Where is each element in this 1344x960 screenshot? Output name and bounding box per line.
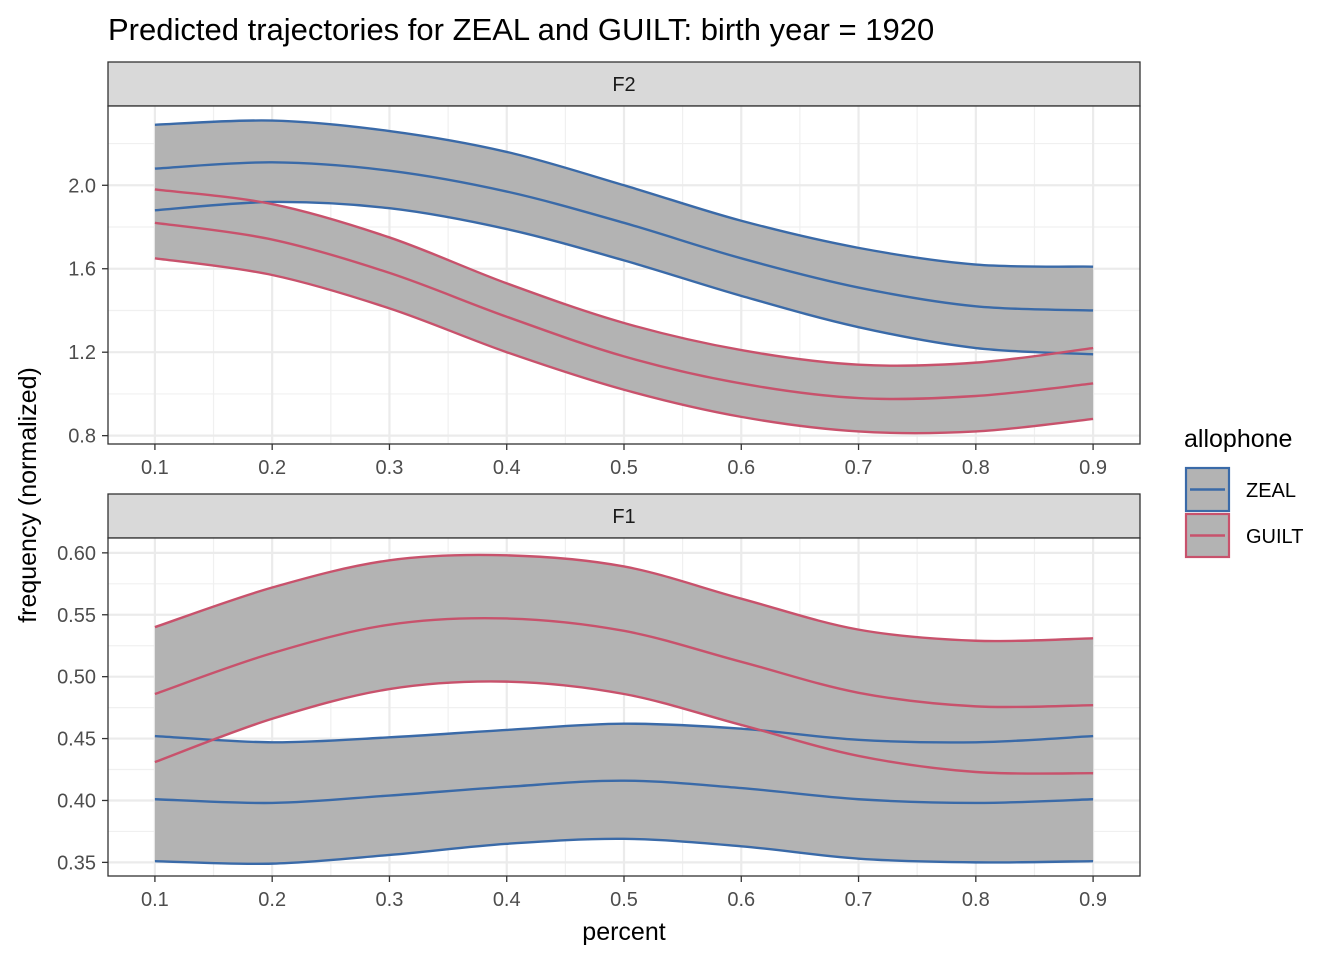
line-zeal-fit xyxy=(154,161,1094,312)
line-zeal-fit xyxy=(154,779,1094,805)
x-tick-label: 0.6 xyxy=(727,457,755,479)
y-tick-label: 1.6 xyxy=(68,259,96,281)
x-tick-label: 0.1 xyxy=(141,889,169,911)
x-tick-label: 0.3 xyxy=(376,889,404,911)
x-tick-label: 0.3 xyxy=(376,457,404,479)
x-tick-label: 0.9 xyxy=(1079,457,1107,479)
line-zeal-upper xyxy=(154,722,1094,744)
x-tick-label: 0.6 xyxy=(727,889,755,911)
panel-F2: F2 0.8 1.2 1.6 2.0 0.1 0.2 0.3 0.4 0.5 0.6 0.7 0.8 0.… xyxy=(68,61,1141,479)
data-layer xyxy=(154,119,1094,435)
confidence-band-guilt xyxy=(154,554,1094,774)
legend-item-zeal: ZEAL xyxy=(1184,466,1296,513)
x-axis-title: percent xyxy=(582,918,665,946)
y-tick-label: 0.40 xyxy=(57,790,96,812)
line-zeal-lower xyxy=(154,200,1094,356)
x-tick-label: 0.4 xyxy=(493,889,521,911)
x-tick-label: 0.2 xyxy=(258,889,286,911)
y-tick-label: 0.45 xyxy=(57,729,96,751)
strip-label: F2 xyxy=(612,74,635,96)
y-tick-label: 0.50 xyxy=(57,667,96,689)
confidence-band-zeal xyxy=(154,723,1094,864)
x-tick-label: 0.5 xyxy=(610,457,638,479)
legend-entries: ZEAL GUILT xyxy=(1184,466,1303,559)
line-zeal-lower xyxy=(154,837,1094,866)
legend-label: ZEAL xyxy=(1246,480,1296,502)
panel-F1: F1 0.35 0.40 0.45 0.50 0.55 0.60 0.1 0.2 0.3 0.4 0.… xyxy=(57,493,1141,911)
x-tick-label: 0.4 xyxy=(493,457,521,479)
x-tick-label: 0.5 xyxy=(610,889,638,911)
strip-background xyxy=(107,493,1141,539)
chart-title: Predicted trajectories for ZEAL and GUIL… xyxy=(108,12,934,47)
x-tick-label: 0.1 xyxy=(141,457,169,479)
line-guilt-upper xyxy=(154,553,1094,643)
y-tick-label: 0.8 xyxy=(68,426,96,448)
y-tick-label: 0.60 xyxy=(57,543,96,565)
line-guilt-upper xyxy=(154,188,1094,367)
x-tick-label: 0.8 xyxy=(962,457,990,479)
line-guilt-lower xyxy=(154,257,1094,435)
x-tick-label: 0.7 xyxy=(845,457,873,479)
line-guilt-fit xyxy=(154,221,1094,401)
x-tick-label: 0.8 xyxy=(962,889,990,911)
y-axis-title: frequency (normalized) xyxy=(14,367,42,623)
line-guilt-lower xyxy=(154,680,1094,775)
strip-background xyxy=(107,61,1141,107)
y-tick-label: 0.55 xyxy=(57,605,96,627)
legend-item-guilt: GUILT xyxy=(1184,512,1303,559)
confidence-band-guilt xyxy=(154,189,1094,434)
x-tick-label: 0.9 xyxy=(1079,889,1107,911)
data-layer xyxy=(154,553,1094,866)
panels: F2 0.8 1.2 1.6 2.0 0.1 0.2 0.3 0.4 0.5 0.6 0.7 0.8 0.… xyxy=(57,61,1141,911)
legend-title: allophone xyxy=(1184,425,1292,453)
confidence-band-zeal xyxy=(154,120,1094,355)
y-tick-label: 1.2 xyxy=(68,342,96,364)
legend-label: GUILT xyxy=(1246,526,1303,548)
x-tick-label: 0.7 xyxy=(845,889,873,911)
legend: allophone ZEAL GUILT xyxy=(1184,425,1303,559)
y-tick-label: 2.0 xyxy=(68,175,96,197)
strip-label: F1 xyxy=(612,506,635,528)
x-tick-label: 0.2 xyxy=(258,457,286,479)
line-guilt-fit xyxy=(154,616,1094,709)
y-tick-label: 0.35 xyxy=(57,852,96,874)
line-zeal-upper xyxy=(154,119,1094,268)
